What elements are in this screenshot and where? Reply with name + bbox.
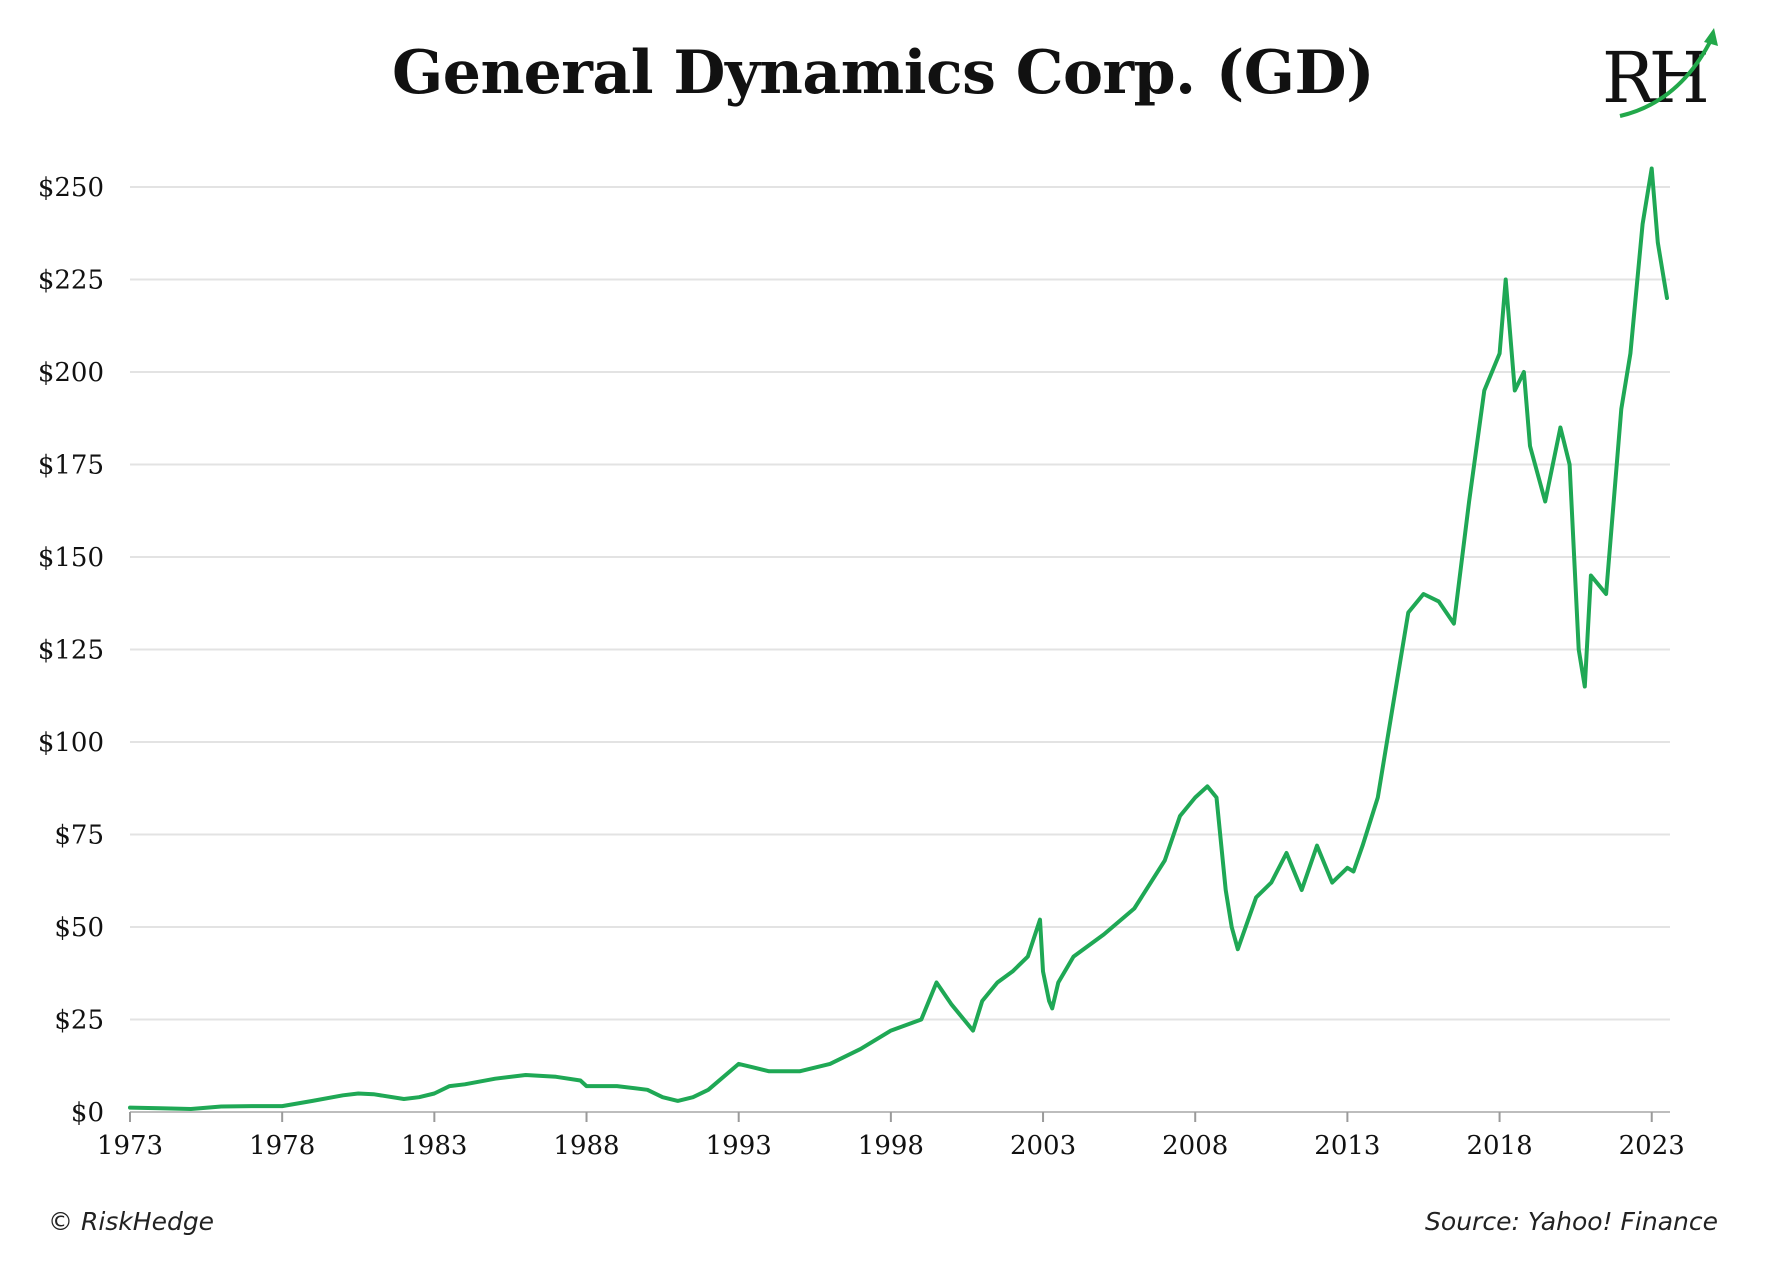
logo-letters: RH [1602, 37, 1707, 119]
copyright-text: © RiskHedge [48, 1207, 215, 1236]
x-axis [129, 1111, 1670, 1122]
x-tick-label: 2023 [1619, 1131, 1685, 1161]
logo-arrow-icon [1619, 37, 1714, 118]
x-tick-label: 1978 [249, 1131, 315, 1161]
y-tick-label: $25 [54, 1006, 104, 1036]
x-tick-label: 2018 [1466, 1131, 1532, 1161]
grid-lines [130, 186, 1670, 1021]
y-axis-labels: $0 $25 $50 $75 $100 $125 $150 $175 $200 $225 $250 [38, 173, 104, 1128]
chart-title: General Dynamics Corp. (GD) [392, 38, 1374, 108]
x-tick-label: 1983 [401, 1131, 467, 1161]
x-tick-label: 1973 [97, 1131, 163, 1161]
x-tick-label: 2003 [1010, 1131, 1076, 1161]
y-tick-label: $225 [38, 266, 104, 296]
y-tick-label: $200 [38, 358, 104, 388]
series-group [128, 166, 1669, 1111]
x-tick-label: 1998 [858, 1131, 924, 1161]
x-tick-label: 2008 [1162, 1131, 1228, 1161]
y-tick-label: $250 [38, 173, 104, 203]
y-tick-label: $0 [71, 1098, 104, 1128]
y-tick-label: $175 [38, 451, 104, 481]
y-tick-label: $50 [54, 913, 104, 943]
source-text: Source: Yahoo! Finance [1425, 1207, 1718, 1236]
riskhedge-logo: RH [1602, 28, 1718, 119]
line-chart: $0$25$50$75$100$125$150$175$200$225$250 … [38, 166, 1685, 1161]
y-tick-label: $75 [54, 821, 104, 851]
y-tick-label: $100 [38, 728, 104, 758]
x-tick-label: 1988 [553, 1131, 619, 1161]
x-tick-label: 1993 [706, 1131, 772, 1161]
y-tick-label: $150 [38, 543, 104, 573]
logo-arrowhead-icon [1704, 28, 1718, 46]
x-axis-labels: 1973 1978 1983 1988 1993 1998 2003 2008 2013 2018… [97, 1131, 1685, 1161]
series-line-0 [128, 166, 1669, 1111]
y-tick-label: $125 [38, 636, 104, 666]
x-tick-label: 2013 [1314, 1131, 1380, 1161]
